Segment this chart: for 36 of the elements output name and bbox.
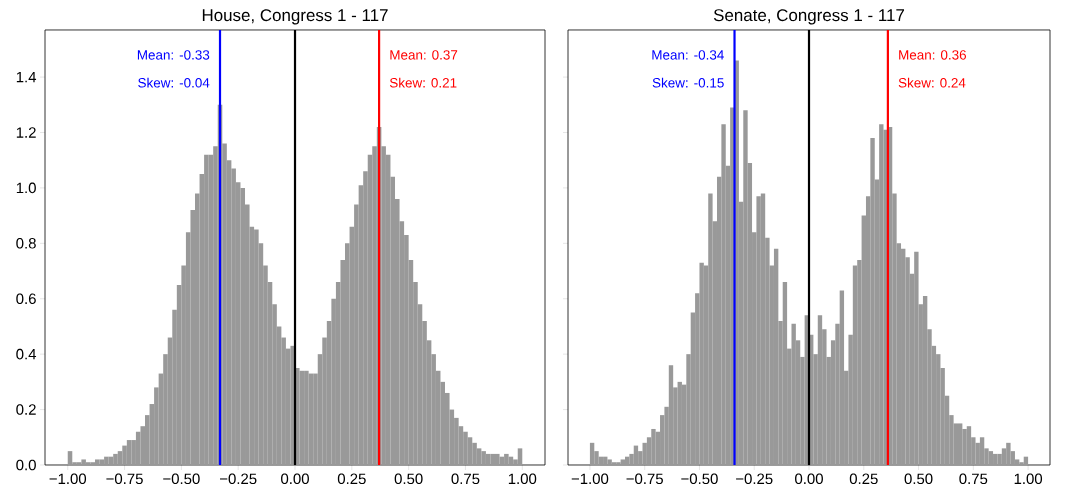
x-tick-label: 0.25 <box>849 473 878 485</box>
x-tick-label: −0.50 <box>681 473 718 485</box>
x-tick-label: −0.50 <box>163 473 200 485</box>
x-tick-label: −0.25 <box>220 473 257 485</box>
x-tick-label: −0.25 <box>736 473 773 485</box>
annotation: Mean: 0.37 <box>390 50 458 60</box>
annotation: Mean: -0.33 <box>137 50 210 60</box>
annotation: Mean: 0.36 <box>899 50 967 60</box>
y-tick-label: 0.4 <box>16 348 37 360</box>
x-tick-label: −1.00 <box>49 473 87 485</box>
x-tick-label: −0.75 <box>106 473 143 485</box>
y-tick-label: 0.6 <box>16 293 36 305</box>
x-tick-label: −0.75 <box>626 473 663 485</box>
x-tick-label: −1.00 <box>571 473 609 485</box>
annotation: Skew: 0.24 <box>898 77 966 88</box>
y-tick-label: 1.2 <box>16 127 36 138</box>
y-tick-label: 0.2 <box>16 404 36 415</box>
chart-title: Senate, Congress 1 - 117 <box>713 9 905 25</box>
x-tick-label: 0.50 <box>904 473 933 485</box>
x-tick-label: 0.75 <box>959 473 988 485</box>
x-tick-label: 0.00 <box>281 473 309 485</box>
annotation: Skew: 0.21 <box>389 77 457 88</box>
y-tick-label: 0.8 <box>16 238 36 249</box>
annotation: Skew: -0.04 <box>138 77 210 88</box>
x-tick-label: 0.75 <box>451 473 480 485</box>
x-tick-label: 0.00 <box>795 473 823 485</box>
x-tick-label: 0.50 <box>394 473 423 485</box>
y-tick-label: 1.0 <box>16 182 36 194</box>
y-tick-label: 0.0 <box>16 459 36 471</box>
y-tick-label: 1.4 <box>16 71 37 83</box>
x-tick-label: 1.00 <box>1014 473 1043 485</box>
x-tick-label: 0.25 <box>337 473 366 485</box>
chart-title: House, Congress 1 - 117 <box>202 9 388 25</box>
annotation: Skew: -0.15 <box>652 77 724 88</box>
x-tick-label: 1.00 <box>508 473 537 485</box>
annotation: Mean: -0.34 <box>652 50 724 60</box>
